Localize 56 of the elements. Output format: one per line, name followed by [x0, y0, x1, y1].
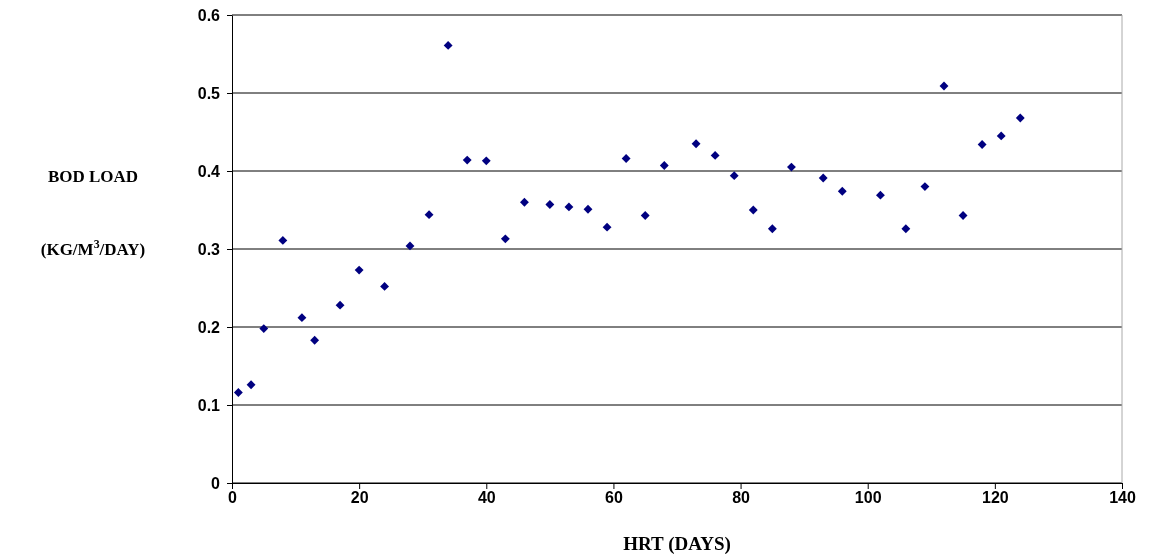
point [520, 197, 529, 207]
point [380, 282, 389, 291]
x-tick-label: 40 [477, 489, 496, 507]
x-axis-title: HRT (DAYS) [623, 533, 731, 555]
point [748, 205, 758, 215]
point [443, 40, 453, 50]
point [462, 155, 472, 165]
point [920, 182, 930, 192]
point [640, 211, 650, 220]
point [481, 156, 491, 166]
point [233, 388, 243, 397]
point [297, 313, 307, 323]
y-tick-label: 0.4 [197, 162, 221, 180]
point [310, 335, 320, 345]
point [996, 131, 1006, 141]
point [424, 210, 434, 220]
y-tick-label: 0.5 [197, 84, 221, 102]
point [335, 300, 345, 310]
y-tick-label: 0.6 [197, 6, 221, 24]
x-tick-label: 100 [854, 489, 882, 507]
point [564, 202, 574, 212]
point [691, 139, 701, 149]
x-tick-label: 80 [732, 489, 751, 507]
point [787, 162, 796, 172]
point [405, 241, 415, 251]
point [621, 154, 631, 163]
point [837, 186, 847, 196]
point [876, 190, 885, 200]
point [259, 324, 269, 333]
point [977, 140, 987, 149]
y-tick-label: 0.2 [197, 318, 221, 336]
point [767, 224, 777, 234]
x-tick-label: 120 [982, 489, 1009, 507]
y-tick-label: 0 [211, 474, 221, 492]
point [901, 224, 911, 234]
x-tick-label: 140 [1109, 489, 1136, 507]
point [500, 234, 510, 244]
point [583, 204, 593, 214]
text: BOD LOAD (KG/M$^{3}$/DAY) [40, 167, 146, 259]
point [710, 150, 720, 160]
point [818, 173, 828, 183]
point [729, 171, 739, 181]
point [1015, 113, 1025, 123]
point [278, 235, 288, 245]
y-tick-label: 0.3 [197, 240, 221, 258]
x-tick-label: 0 [228, 489, 238, 507]
point [545, 200, 555, 209]
point [958, 211, 968, 220]
x-tick-label: 60 [605, 489, 623, 507]
point [354, 265, 364, 275]
y-tick-label: 0.1 [197, 396, 221, 414]
x-tick-label: 20 [350, 489, 369, 507]
point [939, 81, 949, 91]
point [602, 222, 612, 232]
point [659, 161, 669, 170]
point [246, 380, 256, 390]
